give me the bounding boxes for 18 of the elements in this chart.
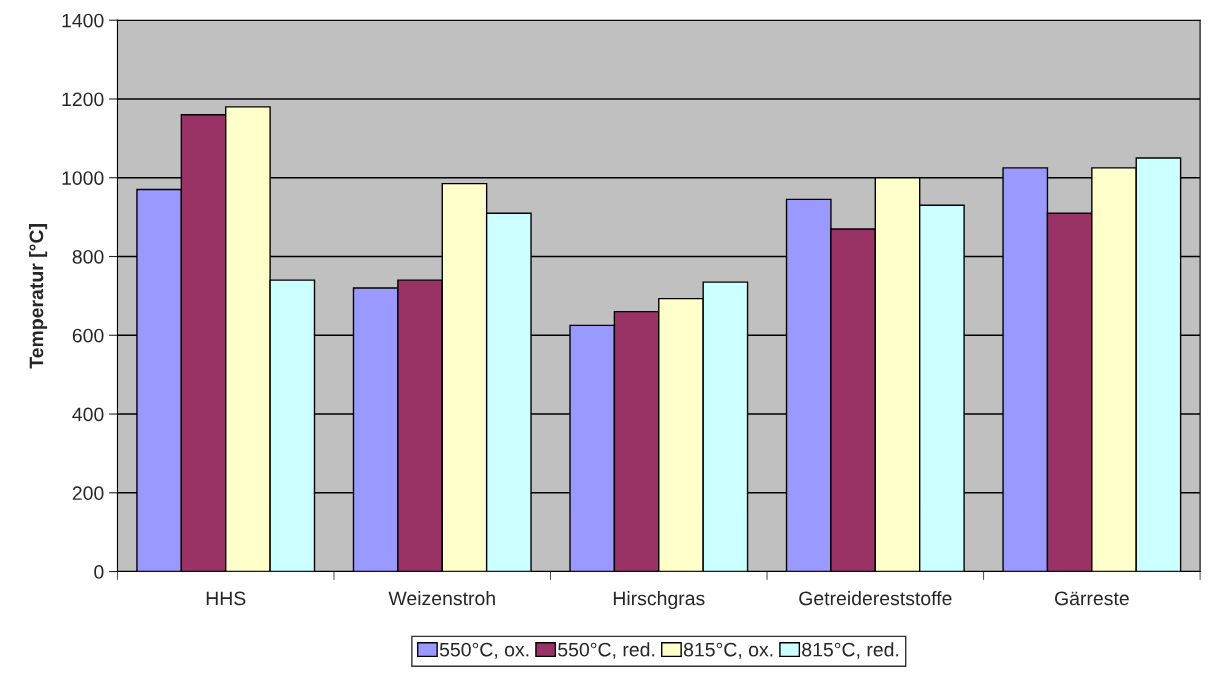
y-tick-label: 400 — [72, 407, 104, 422]
y-tick-label: 0 — [94, 565, 104, 579]
x-tick-label: Hirschgras — [613, 591, 705, 610]
y-tick-label: 1200 — [62, 92, 104, 107]
legend-label: 550°C, red. — [558, 642, 655, 659]
x-tick-label: Gärreste — [1055, 591, 1129, 606]
x-tick-label: Getreidereststoffe — [799, 591, 952, 606]
y-tick-label: 600 — [72, 328, 104, 343]
y-axis-title: Temperatur [°C] — [29, 224, 48, 369]
y-tick-label: 1000 — [62, 171, 104, 185]
legend-label: 815°C, red. — [802, 642, 899, 659]
legend-label: 550°C, ox. — [439, 642, 529, 659]
legend-label: 815°C, ox. — [683, 642, 773, 659]
y-tick-label: 800 — [72, 249, 104, 264]
x-tick-label: Weizenstroh — [388, 591, 495, 606]
y-tick-label: 200 — [72, 486, 104, 501]
x-tick-label: HHS — [206, 591, 246, 606]
y-tick-label: 1400 — [62, 13, 104, 28]
